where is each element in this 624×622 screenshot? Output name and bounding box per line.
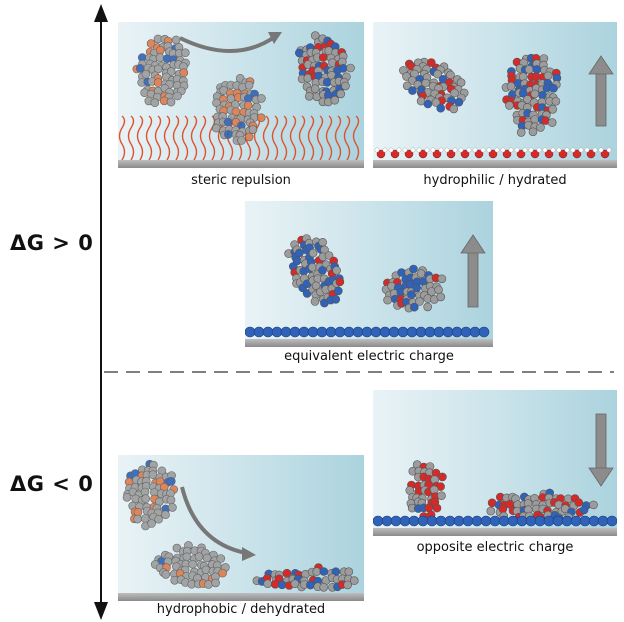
protein-upright xyxy=(501,53,562,137)
substrate-hydrophilic xyxy=(373,160,617,168)
panel-steric-repulsion xyxy=(118,22,364,168)
arrow-down-opposite xyxy=(588,413,614,487)
protein-adsorbed-upright xyxy=(405,460,447,521)
protein-cluster-steric xyxy=(132,31,355,145)
upper-energy-label: ΔG > 0 xyxy=(10,231,94,255)
lower-energy-label: ΔG < 0 xyxy=(10,472,94,496)
protein-adsorbed-flat xyxy=(486,488,598,523)
protein-repelled xyxy=(295,31,355,107)
substrate-opposite xyxy=(373,528,617,536)
protein-faded-descending xyxy=(150,541,230,589)
protein-tilted xyxy=(399,57,469,114)
protein-faded-top xyxy=(122,459,179,531)
substrate-hydrophobic xyxy=(118,593,364,601)
substrate-equivalent xyxy=(245,339,493,347)
protein-faded-left xyxy=(132,34,190,107)
arrow-up-equivalent xyxy=(460,234,486,308)
charged-surface-layer xyxy=(373,515,617,527)
protein-cluster-equivalent xyxy=(245,234,490,338)
protein-cluster-hydrophobic xyxy=(122,459,359,592)
caption-opposite-charge: opposite electric charge xyxy=(416,540,574,555)
protein-cluster-hydrophilic xyxy=(374,53,614,159)
panel-equivalent-charge xyxy=(245,201,493,347)
caption-hydrophilic: hydrophilic / hydrated xyxy=(423,173,567,188)
curved-arrow-steric xyxy=(179,32,282,53)
protein-spread-flat xyxy=(252,563,359,592)
protein-charged-left xyxy=(284,234,345,308)
panel-opposite-charge xyxy=(373,390,617,536)
panel-hydrophobic xyxy=(118,455,364,601)
charged-surface-layer xyxy=(245,326,490,338)
protein-charged-right xyxy=(381,264,447,313)
protein-faded-middle xyxy=(211,73,266,145)
axis-arrowhead-bottom xyxy=(94,602,108,620)
axis-arrowhead-top xyxy=(94,4,108,22)
protein-cluster-opposite xyxy=(373,413,617,527)
caption-hydrophobic: hydrophobic / dehydrated xyxy=(156,602,326,617)
substrate-steric xyxy=(118,160,364,168)
arrow-up-hydrophilic xyxy=(588,55,614,127)
caption-equivalent-charge: equivalent electric charge xyxy=(284,349,454,364)
caption-steric-repulsion: steric repulsion xyxy=(191,173,291,188)
curved-arrow-hydrophobic xyxy=(180,486,256,561)
water-molecule-layer xyxy=(374,147,612,159)
panel-hydrophilic xyxy=(373,22,617,168)
